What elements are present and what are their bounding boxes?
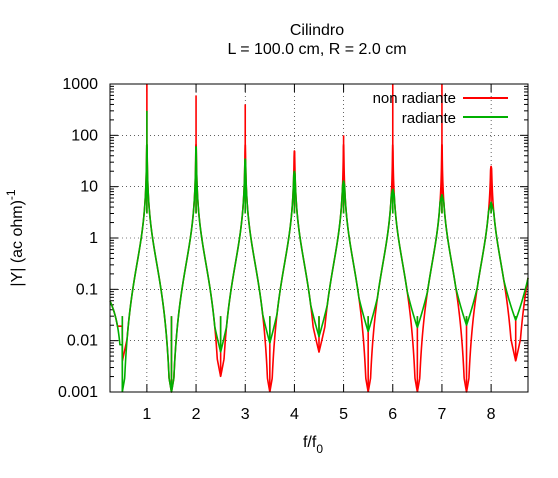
- y-tick-label: 100: [71, 127, 98, 144]
- x-tick-label: 5: [339, 406, 348, 423]
- chart-subtitle: L = 100.0 cm, R = 2.0 cm: [227, 41, 406, 58]
- x-tick-label: 4: [290, 406, 299, 423]
- y-tick-label: 10: [80, 179, 98, 196]
- gridlines: [110, 84, 528, 392]
- plot-border: [109, 83, 529, 393]
- y-tick-label: 1: [89, 230, 98, 247]
- chart-title: Cilindro: [290, 22, 344, 39]
- x-tick-label: 6: [388, 406, 397, 423]
- y-tick-label: 0.001: [58, 384, 98, 401]
- legend: non radiante radiante: [373, 90, 508, 127]
- y-axis-label-superscript: -1: [4, 189, 18, 200]
- series-line-non-radiante: [109, 143, 529, 393]
- legend-label-radiante: radiante: [402, 110, 456, 127]
- x-tick-labels: 1 2 3 4 5 6 7 8: [142, 406, 495, 423]
- series-line-radiante: [109, 143, 529, 393]
- legend-label-non-radiante: non radiante: [373, 90, 456, 107]
- y-tick-label: 0.1: [76, 281, 98, 298]
- y-tick-label: 0.01: [67, 333, 98, 350]
- x-axis-label-subscript: 0: [316, 442, 323, 456]
- x-tick-label: 7: [437, 406, 446, 423]
- x-tick-label: 8: [487, 406, 496, 423]
- y-tick-label: 1000: [62, 76, 98, 93]
- x-tick-label: 1: [142, 406, 151, 423]
- x-tick-label: 2: [192, 406, 201, 423]
- series-lines: [109, 84, 529, 393]
- y-axis-label: |Y| (ac ohm)-1: [4, 189, 26, 287]
- y-tick-labels: 0.001 0.01 0.1 1 10 100 1000: [58, 76, 98, 401]
- x-tick-label: 3: [241, 406, 250, 423]
- x-axis-label: f/f0: [303, 434, 323, 456]
